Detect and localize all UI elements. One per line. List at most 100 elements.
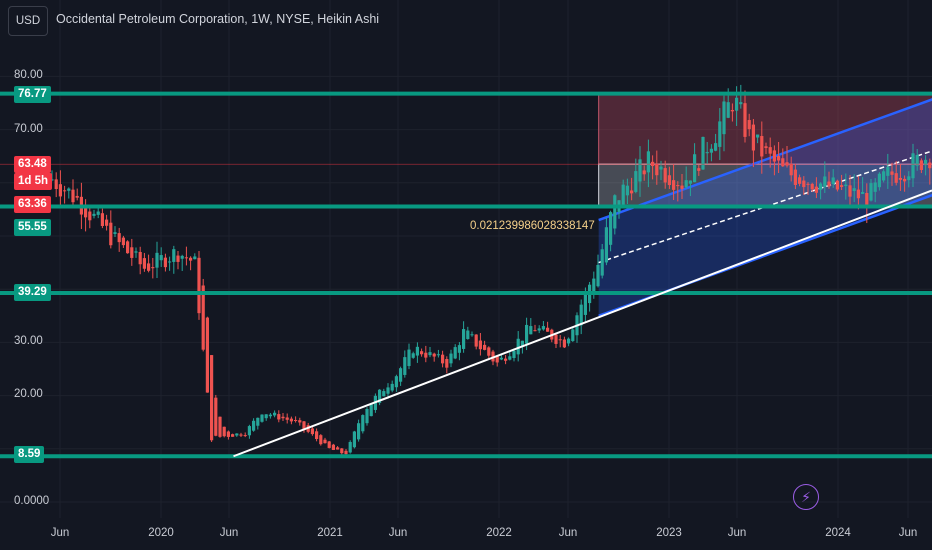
candle-body [336, 447, 340, 450]
candle-body [625, 185, 629, 196]
candle-body [487, 347, 491, 356]
candle-body [676, 185, 680, 187]
candle-body [789, 163, 793, 176]
candle-body [760, 136, 764, 157]
candle-body [239, 434, 243, 436]
candle-body [592, 278, 596, 294]
candle-body [655, 163, 659, 176]
candles [50, 84, 932, 455]
price-axis-label-70: 70.00 [14, 123, 43, 135]
candle-body [54, 179, 58, 190]
candle-body [100, 213, 104, 227]
candle-body [184, 257, 188, 259]
candle-body [449, 353, 453, 364]
candle-body [466, 330, 470, 340]
candle-body [285, 417, 289, 420]
candle-body [768, 147, 772, 154]
chart-title: Occidental Petroleum Corporation, 1W, NY… [56, 12, 380, 26]
candle-body [172, 249, 176, 262]
candle-body [96, 211, 100, 215]
candle-body [390, 383, 394, 391]
price-axis-label-20: 20.00 [14, 388, 43, 400]
candle-body [924, 159, 928, 166]
candle-body [672, 180, 676, 190]
candle-body [386, 387, 390, 394]
candle-body [411, 353, 415, 358]
candle-body [730, 110, 734, 112]
candle-body [424, 352, 428, 358]
candle-body [344, 450, 348, 455]
candle-body [310, 428, 314, 435]
time-axis-label: Jun [50, 527, 70, 539]
candle-body [126, 241, 130, 254]
candle-body [75, 195, 79, 198]
candle-body [382, 391, 386, 397]
channel-median-line [598, 150, 932, 264]
time-axis-label: Jun [388, 527, 408, 539]
candle-body [352, 431, 356, 448]
candle-body [798, 177, 802, 184]
currency-button[interactable]: USD [8, 6, 48, 36]
candle-body [222, 426, 226, 437]
candle-body [84, 205, 88, 218]
candle-body [848, 185, 852, 197]
price-axis-label-80: 80.00 [14, 69, 43, 81]
candle-body [512, 350, 516, 358]
candle-body [441, 354, 445, 364]
candle-body [756, 134, 760, 138]
candle-body [558, 339, 562, 341]
time-axis-label: Jun [219, 527, 239, 539]
candle-body [642, 170, 646, 175]
candle-body [928, 162, 932, 169]
candle-body [621, 184, 625, 207]
candle-body [478, 340, 482, 350]
candle-body [722, 101, 726, 135]
candle-body [898, 177, 902, 180]
candle-body [348, 442, 352, 453]
candle-body [714, 143, 718, 151]
candle-body [394, 376, 398, 388]
candle-body [176, 255, 180, 262]
candle-body [659, 166, 663, 170]
candle-body [533, 330, 537, 332]
candle-body [92, 213, 96, 216]
candle-body [403, 357, 407, 375]
candle-body [365, 409, 369, 424]
candle-body [147, 263, 151, 271]
candle-body [58, 184, 62, 197]
level-tag-39-29: 39.29 [14, 284, 51, 301]
level-tag-8-59: 8.59 [14, 446, 45, 463]
candle-body [852, 188, 856, 191]
price-axis-label-30: 30.00 [14, 335, 43, 347]
candle-body [793, 169, 797, 185]
candle-body [718, 121, 722, 147]
candle-body [508, 356, 512, 360]
candle-body [67, 188, 71, 191]
candle-body [877, 173, 881, 188]
candle-body [88, 211, 92, 221]
candle-body [71, 189, 75, 203]
candle-body [613, 195, 617, 229]
candle-body [428, 352, 432, 356]
candle-body [407, 349, 411, 367]
candle-body [680, 185, 684, 189]
candle-body [907, 176, 911, 181]
candle-body [117, 233, 121, 243]
candle-body [537, 328, 541, 331]
candle-body [168, 261, 172, 263]
candle-body [579, 304, 583, 326]
candle-body [609, 212, 613, 245]
candle-body [604, 227, 608, 263]
candle-body [205, 317, 209, 393]
candle-body [197, 257, 201, 314]
candle-body [596, 264, 600, 287]
overlay-lines [0, 91, 932, 459]
candle-body [109, 222, 113, 246]
candle-body [323, 439, 327, 444]
candle-body [252, 420, 256, 431]
lightning-icon[interactable]: ⚡︎ [793, 484, 819, 510]
candle-body [470, 334, 474, 336]
candle-body [516, 338, 520, 355]
candle-body [630, 190, 634, 194]
